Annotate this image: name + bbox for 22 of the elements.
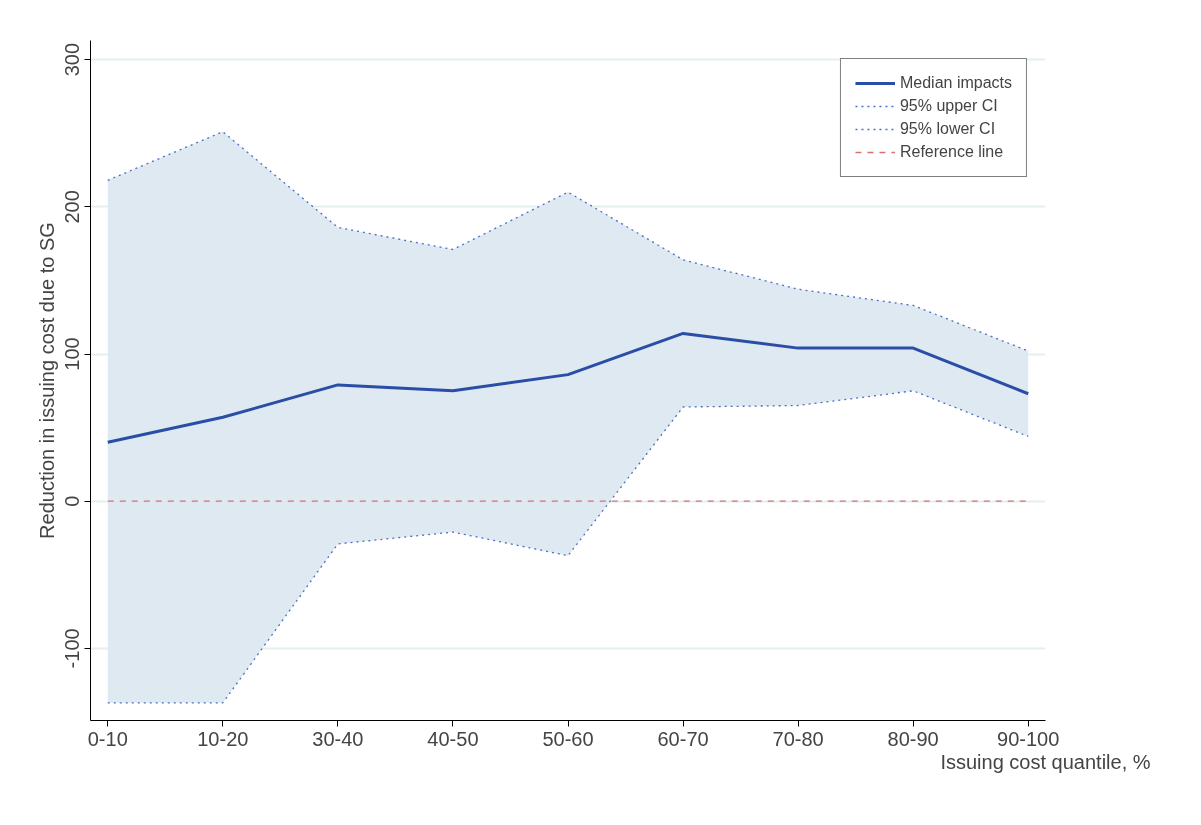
y-tick-label: 200 [61, 190, 84, 224]
x-tick-label: 0-10 [87, 727, 128, 750]
y-tick-label: 300 [61, 42, 84, 77]
x-tick-label: 70-80 [772, 727, 824, 750]
x-tick-label: 90-100 [997, 727, 1060, 750]
x-tick-label: 30-40 [312, 727, 364, 750]
y-axis-title: Reduction in issuing cost due to SG [35, 222, 58, 539]
x-tick-label: 40-50 [427, 727, 479, 750]
x-tick-label: 80-90 [887, 727, 939, 750]
x-tick-label: 10-20 [197, 727, 249, 750]
y-tick-label: -100 [61, 628, 84, 669]
y-tick-label: 100 [61, 337, 84, 371]
legend-label: Reference line [899, 143, 1004, 161]
x-tick-label: 50-60 [542, 727, 594, 750]
line-series [107, 390, 1029, 704]
legend-label: Median impacts [899, 74, 1012, 92]
x-axis-title: Issuing cost quantile, % [940, 750, 1151, 773]
line-series [106, 331, 1030, 444]
legend-label: 95% lower CI [899, 120, 996, 138]
legend-label: 95% upper CI [899, 97, 998, 115]
x-tick-label: 60-70 [657, 727, 709, 750]
y-tick-label: 0 [61, 495, 84, 507]
